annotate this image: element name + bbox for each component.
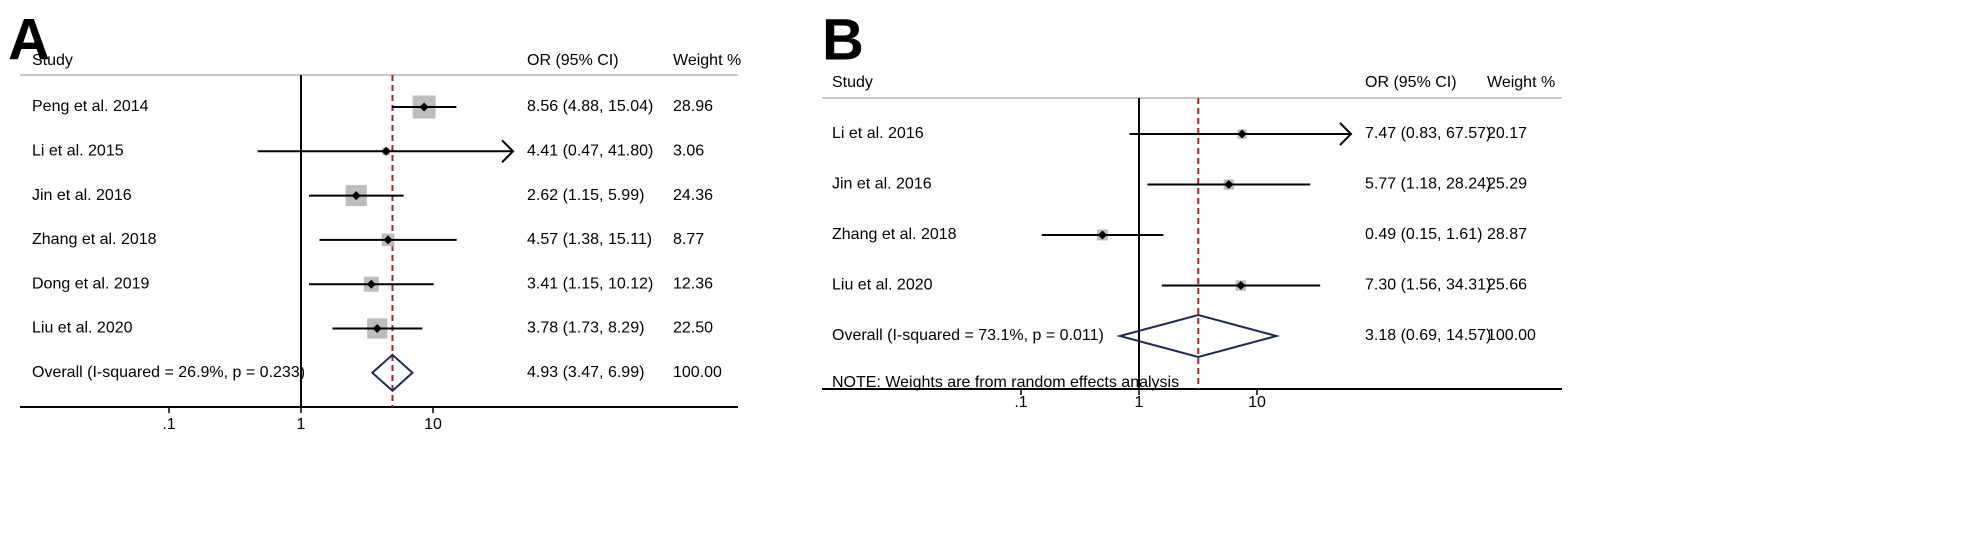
study-or-ci: 4.57 (1.38, 15.11) — [527, 231, 652, 248]
header-weight: Weight % — [1487, 74, 1555, 91]
study-point-estimate — [1224, 180, 1234, 189]
study-weight: 12.36 — [673, 275, 713, 292]
study-weight: 25.66 — [1487, 277, 1527, 294]
study-weight: 25.29 — [1487, 176, 1527, 193]
overall-or-ci: 3.18 (0.69, 14.57) — [1365, 327, 1491, 344]
study-or-ci: 0.49 (0.15, 1.61) — [1365, 226, 1482, 243]
study-point-estimate — [419, 102, 429, 112]
study-name: Li et al. 2016 — [832, 125, 924, 142]
overall-label: Overall (I-squared = 26.9%, p = 0.233) — [32, 364, 305, 381]
overall-diamond — [370, 353, 414, 393]
forest-panel-b: B Study OR (95% CI) Weight % .1 1 10 Li et al. … — [822, 7, 1562, 411]
study-or-ci: 8.56 (4.88, 15.04) — [527, 98, 653, 115]
study-point-estimate — [1097, 230, 1107, 240]
study-point-estimate — [366, 279, 376, 289]
study-weight: 8.77 — [673, 231, 704, 248]
study-or-ci: 3.41 (1.15, 10.12) — [527, 275, 653, 292]
study-name: Zhang et al. 2018 — [832, 226, 957, 243]
header-study: Study — [832, 74, 873, 91]
study-or-ci: 7.30 (1.56, 34.31) — [1365, 277, 1491, 294]
study-point-estimate — [381, 146, 391, 156]
overall-label: Overall (I-squared = 73.1%, p = 0.011) — [832, 327, 1104, 344]
overall-diamond — [1116, 313, 1281, 359]
header-study: Study — [32, 52, 73, 69]
header-weight: Weight % — [673, 52, 741, 69]
study-or-ci: 7.47 (0.83, 67.57) — [1365, 125, 1491, 142]
study-point-estimate — [1236, 281, 1246, 290]
study-point-estimate — [351, 191, 361, 201]
overall-weight: 100.00 — [1487, 327, 1536, 344]
study-name: Jin et al. 2016 — [32, 187, 132, 204]
panel-letter: A — [8, 7, 50, 72]
study-name: Liu et al. 2020 — [832, 277, 933, 294]
overall-or-ci: 4.93 (3.47, 6.99) — [527, 364, 644, 381]
header-or-ci: OR (95% CI) — [527, 52, 619, 69]
study-weight: 24.36 — [673, 187, 713, 204]
header-or-ci: OR (95% CI) — [1365, 74, 1457, 91]
panel-letter: B — [822, 7, 864, 72]
study-weight: 20.17 — [1487, 125, 1527, 142]
study-name: Li et al. 2015 — [32, 143, 124, 160]
study-or-ci: 5.77 (1.18, 28.24) — [1365, 176, 1491, 193]
x-tick-label: .1 — [162, 416, 175, 433]
study-or-ci: 3.78 (1.73, 8.29) — [527, 320, 644, 337]
study-weight: 3.06 — [673, 143, 704, 160]
study-name: Peng et al. 2014 — [32, 98, 149, 115]
study-name: Zhang et al. 2018 — [32, 231, 157, 248]
study-name: Liu et al. 2020 — [32, 320, 133, 337]
study-name: Dong et al. 2019 — [32, 275, 150, 292]
x-tick-label: 10 — [1248, 394, 1266, 411]
overall-weight: 100.00 — [673, 364, 722, 381]
study-point-estimate — [372, 324, 382, 333]
study-or-ci: 4.41 (0.47, 41.80) — [527, 143, 653, 160]
x-tick-label: 1 — [297, 416, 306, 433]
ci-truncation-arrow — [501, 139, 515, 164]
study-weight: 28.87 — [1487, 226, 1527, 243]
study-name: Jin et al. 2016 — [832, 176, 932, 193]
weights-note: NOTE: Weights are from random effects an… — [832, 374, 1179, 391]
study-weight: 22.50 — [673, 320, 713, 337]
x-tick-label: 10 — [424, 416, 442, 433]
study-point-estimate — [383, 235, 393, 245]
study-point-estimate — [1237, 129, 1247, 139]
x-tick-label: 1 — [1135, 394, 1144, 411]
x-tick-label: .1 — [1014, 394, 1027, 411]
study-weight: 28.96 — [673, 98, 713, 115]
study-or-ci: 2.62 (1.15, 5.99) — [527, 187, 644, 204]
ci-truncation-arrow — [1339, 122, 1353, 146]
